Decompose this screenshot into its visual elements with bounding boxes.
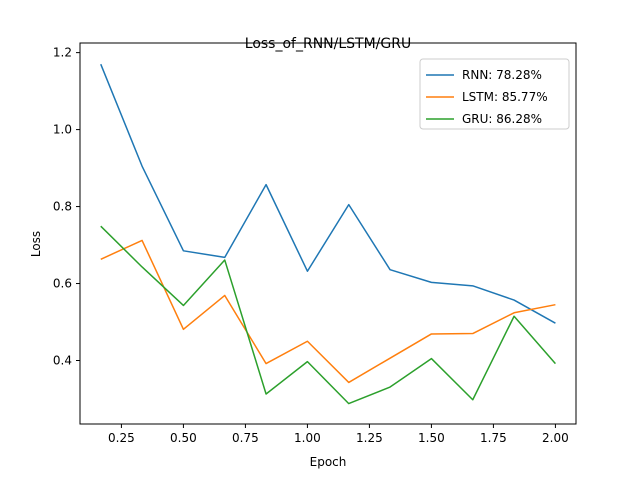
x-axis-label: Epoch bbox=[310, 455, 347, 469]
y-axis-label: Loss bbox=[29, 231, 43, 257]
legend-items: RNN: 78.28% LSTM: 85.77% GRU: 86.28% bbox=[426, 68, 548, 126]
legend-label-2: GRU: 86.28% bbox=[462, 112, 542, 126]
y-tick-label: 1.0 bbox=[53, 123, 72, 137]
x-tick-label: 0.25 bbox=[108, 431, 135, 445]
legend: RNN: 78.28% LSTM: 85.77% GRU: 86.28% bbox=[419, 58, 570, 130]
legend-label-1: LSTM: 85.77% bbox=[462, 90, 548, 104]
x-tick-label: 1.00 bbox=[294, 431, 321, 445]
x-tick-label: 0.75 bbox=[232, 431, 259, 445]
plot-area bbox=[79, 42, 577, 425]
plot-frame bbox=[79, 42, 577, 425]
x-tick-label: 0.50 bbox=[170, 431, 197, 445]
legend-box bbox=[419, 58, 570, 130]
series-layer bbox=[100, 63, 556, 405]
legend-label-0: RNN: 78.28% bbox=[462, 68, 542, 82]
series-line-2 bbox=[100, 225, 556, 405]
y-tick-label: 0.8 bbox=[53, 200, 72, 214]
x-axis-ticks: 0.25 0.50 0.75 1.00 1.25 1.50 1.75 2.00 bbox=[108, 424, 569, 445]
x-tick-label: 1.50 bbox=[418, 431, 445, 445]
y-tick-label: 0.4 bbox=[53, 354, 72, 368]
series-line-0 bbox=[100, 63, 556, 324]
x-tick-label: 1.25 bbox=[356, 431, 383, 445]
y-tick-label: 0.6 bbox=[53, 277, 72, 291]
y-tick-label: 1.2 bbox=[53, 46, 72, 60]
chart-title: Loss_of_RNN/LSTM/GRU bbox=[245, 36, 411, 52]
y-axis-ticks: 0.4 0.6 0.8 1.0 1.2 bbox=[53, 46, 80, 368]
x-tick-label: 1.75 bbox=[480, 431, 507, 445]
series-line-1 bbox=[100, 239, 556, 384]
x-tick-label: 2.00 bbox=[542, 431, 569, 445]
